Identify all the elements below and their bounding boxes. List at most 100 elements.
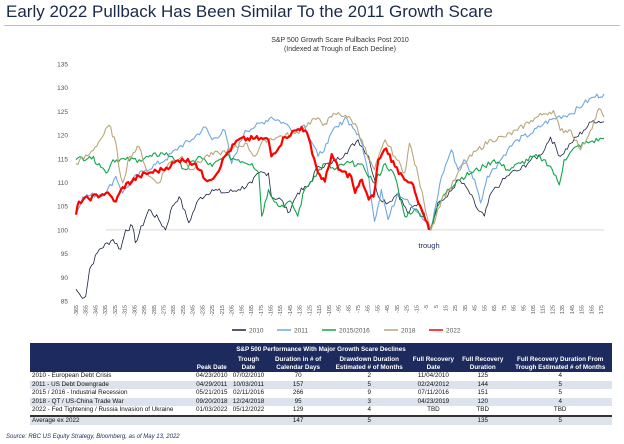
y-tick-label: 125: [57, 109, 68, 116]
y-tick-label: 130: [57, 85, 68, 92]
y-tick-label: 105: [57, 204, 68, 211]
x-tick-label: -245: [191, 305, 197, 316]
table-cell: 05/21/2015: [196, 389, 228, 396]
x-tick-label: -185: [249, 305, 255, 316]
column-header: Duration in # of Calendar Days: [267, 356, 329, 372]
x-tick-label: -25: [405, 305, 411, 313]
series-line-2010: [75, 120, 605, 299]
x-tick-label: -165: [268, 305, 274, 316]
x-tick-label: 45: [473, 305, 479, 311]
column-header: Trough Date: [229, 356, 268, 372]
table-cell: 5: [558, 389, 562, 396]
x-tick-label: -85: [346, 305, 352, 313]
table-cell: [229, 414, 268, 425]
x-tick-label: 125: [550, 305, 556, 314]
series-line-2022: [74, 125, 431, 231]
table-cell: 11/04/2010: [417, 372, 449, 379]
table-cell: 4: [508, 397, 612, 406]
table-cell: TBD: [476, 406, 490, 413]
x-tick-label: 135: [560, 305, 566, 314]
y-tick-label: 110: [58, 180, 69, 187]
table-cell: 5: [508, 414, 612, 425]
legend: 2010 2011 2015/2016 2018 2022: [232, 328, 461, 335]
x-tick-label: -305: [132, 305, 138, 316]
x-tick-label: 25: [453, 305, 459, 311]
x-tick-label: 85: [512, 305, 518, 311]
series-lines: [74, 93, 605, 299]
table-cell: [409, 414, 458, 425]
chart-subtitle: (Indexed at Trough of Each Decline): [284, 46, 396, 53]
y-tick-label: 90: [61, 275, 69, 282]
chart-title: S&P 500 Growth Scare Pullbacks Post 2010: [271, 37, 409, 44]
table-row: 2011 - US Debt Downgrade 04/29/2011 10/03/…: [30, 380, 612, 389]
y-axis: 85 90 95 100 105 110 115 120 125 130 135: [57, 62, 604, 306]
table-cell: 135: [457, 414, 509, 425]
x-tick-label: 65: [492, 305, 498, 311]
x-tick-label: -325: [113, 305, 119, 316]
table-cell: 04/23/2010: [196, 372, 228, 379]
table-cell: 157: [267, 380, 329, 389]
y-tick-label: 135: [57, 62, 68, 69]
series-line-2015-2016: [75, 137, 605, 231]
series-line-2011: [75, 93, 605, 231]
table-cell: 120: [457, 397, 509, 406]
x-tick-label: -215: [220, 305, 226, 316]
table-cell: 07/02/2010: [232, 372, 265, 379]
y-tick-label: 95: [61, 251, 69, 258]
x-tick-label: -45: [385, 305, 391, 313]
series-line-2018: [75, 108, 605, 231]
average-row: Average ex 2022 147 5 135 5: [30, 414, 612, 425]
table-cell: 266: [292, 389, 304, 396]
x-tick-label: -365: [74, 305, 80, 316]
x-tick-label: -295: [142, 305, 148, 316]
row-label: 2011 - US Debt Downgrade: [30, 380, 194, 389]
table-cell: 70: [294, 372, 302, 379]
table-cell: 144: [457, 380, 509, 389]
row-label: 2010 - European Debt Crisis: [32, 372, 112, 379]
x-tick-label: -95: [337, 305, 343, 313]
trough-annotation: trough: [418, 241, 439, 250]
x-tick-label: -145: [288, 305, 294, 316]
x-tick-label: -225: [210, 305, 216, 316]
table-cell: 4: [558, 372, 562, 379]
x-tick-label: -75: [356, 305, 362, 313]
legend-label: 2010: [249, 328, 264, 335]
legend-label: 2011: [294, 328, 308, 335]
x-tick-label: 55: [482, 305, 488, 311]
table-cell: 07/11/2016: [417, 389, 449, 396]
x-tick-label: 75: [502, 305, 508, 311]
table-cell: 01/03/2022: [196, 406, 228, 413]
x-tick-label: 35: [463, 305, 469, 311]
legend-label: 2015/2016: [339, 328, 370, 335]
line-chart: S&P 500 Growth Scare Pullbacks Post 2010…: [57, 37, 605, 335]
y-tick-label: 120: [57, 133, 68, 140]
table-cell: [194, 414, 230, 425]
x-tick-label: -315: [123, 305, 129, 316]
x-tick-label: -205: [230, 305, 236, 316]
table-cell: 3: [328, 397, 410, 406]
y-tick-label: 115: [58, 156, 69, 163]
table-cell: 95: [267, 397, 329, 406]
title-divider: [4, 25, 620, 26]
table-cell: 12/24/2018: [229, 397, 268, 406]
table-cell: 04/29/2011: [194, 380, 230, 389]
row-label: Average ex 2022: [30, 414, 194, 425]
x-tick-label: -135: [298, 305, 304, 316]
y-tick-label: 85: [61, 299, 69, 306]
column-header: Drawdown Duration Estimated # of Months: [328, 356, 410, 372]
x-tick-label: 175: [599, 305, 605, 314]
table-cell: 4: [367, 406, 371, 413]
table-cell: 129: [292, 406, 304, 413]
column-header: Full Recovery Date: [409, 356, 458, 372]
x-tick-label: -5: [424, 305, 430, 310]
table-header-row: Peak Date Trough Date Duration in # of Cal…: [30, 356, 612, 372]
x-tick-label: 115: [541, 305, 547, 314]
table-cell: 125: [477, 372, 488, 379]
column-header: Peak Date: [194, 356, 230, 372]
column-header: Full Recovery Duration From Trough Estim…: [508, 356, 612, 372]
row-label: 2018 - QT / US-China Trade War: [30, 397, 194, 406]
table-cell: 151: [477, 389, 488, 396]
table-cell: 2: [367, 372, 371, 379]
column-header: Full Recovery Duration: [457, 356, 509, 372]
table-cell: 04/23/2019: [409, 397, 458, 406]
